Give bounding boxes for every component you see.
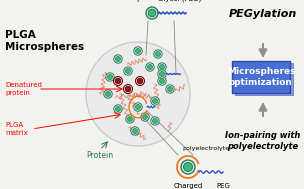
- Text: Polyethylene
Glycol (PEG): Polyethylene Glycol (PEG): [157, 0, 202, 2]
- Circle shape: [115, 78, 121, 84]
- Text: Denatured
protein: Denatured protein: [5, 82, 42, 96]
- Circle shape: [126, 115, 134, 123]
- Text: polyelectrolyte: polyelectrolyte: [182, 146, 230, 151]
- Circle shape: [136, 77, 144, 85]
- Text: Charged
protein: Charged protein: [173, 183, 203, 189]
- FancyBboxPatch shape: [235, 63, 293, 95]
- Circle shape: [184, 163, 192, 171]
- Circle shape: [126, 68, 130, 74]
- Circle shape: [124, 67, 132, 75]
- Circle shape: [114, 105, 122, 113]
- Circle shape: [116, 106, 120, 112]
- Circle shape: [143, 115, 147, 119]
- Text: Microspheres
optimization: Microspheres optimization: [227, 67, 295, 87]
- Circle shape: [151, 97, 159, 105]
- Circle shape: [133, 129, 137, 133]
- Circle shape: [113, 77, 123, 85]
- Circle shape: [137, 78, 143, 84]
- Circle shape: [127, 116, 133, 122]
- FancyBboxPatch shape: [232, 61, 290, 93]
- Circle shape: [114, 55, 122, 63]
- Circle shape: [181, 160, 195, 174]
- Circle shape: [136, 49, 140, 53]
- Circle shape: [105, 91, 110, 97]
- Text: PEGylation: PEGylation: [229, 9, 297, 19]
- Circle shape: [136, 105, 140, 109]
- Circle shape: [123, 84, 133, 94]
- Circle shape: [158, 70, 166, 78]
- Circle shape: [160, 64, 164, 70]
- Circle shape: [131, 127, 139, 135]
- Circle shape: [147, 64, 153, 70]
- Circle shape: [153, 119, 157, 123]
- Circle shape: [86, 42, 190, 146]
- Circle shape: [168, 87, 172, 91]
- Text: Protein: Protein: [86, 151, 114, 160]
- Circle shape: [141, 113, 149, 121]
- Circle shape: [156, 51, 161, 57]
- Circle shape: [108, 74, 112, 80]
- Circle shape: [134, 47, 142, 55]
- Text: PEG: PEG: [216, 183, 230, 189]
- Circle shape: [125, 86, 131, 92]
- Circle shape: [104, 90, 112, 98]
- Circle shape: [148, 9, 156, 17]
- Circle shape: [160, 78, 164, 84]
- Circle shape: [160, 71, 164, 77]
- Circle shape: [158, 77, 166, 85]
- Circle shape: [153, 98, 157, 104]
- Circle shape: [134, 103, 142, 111]
- Text: protein: protein: [136, 0, 164, 2]
- Circle shape: [146, 7, 158, 19]
- Circle shape: [106, 73, 114, 81]
- Circle shape: [158, 63, 166, 71]
- Text: Ion-pairing with
polyelectrolyte: Ion-pairing with polyelectrolyte: [225, 131, 301, 151]
- Circle shape: [166, 85, 174, 93]
- Circle shape: [146, 63, 154, 71]
- Text: PLGA
matrix: PLGA matrix: [5, 122, 28, 136]
- Circle shape: [151, 117, 159, 125]
- Text: PLGA
Microspheres: PLGA Microspheres: [5, 30, 84, 52]
- Circle shape: [154, 50, 162, 58]
- Circle shape: [116, 57, 120, 61]
